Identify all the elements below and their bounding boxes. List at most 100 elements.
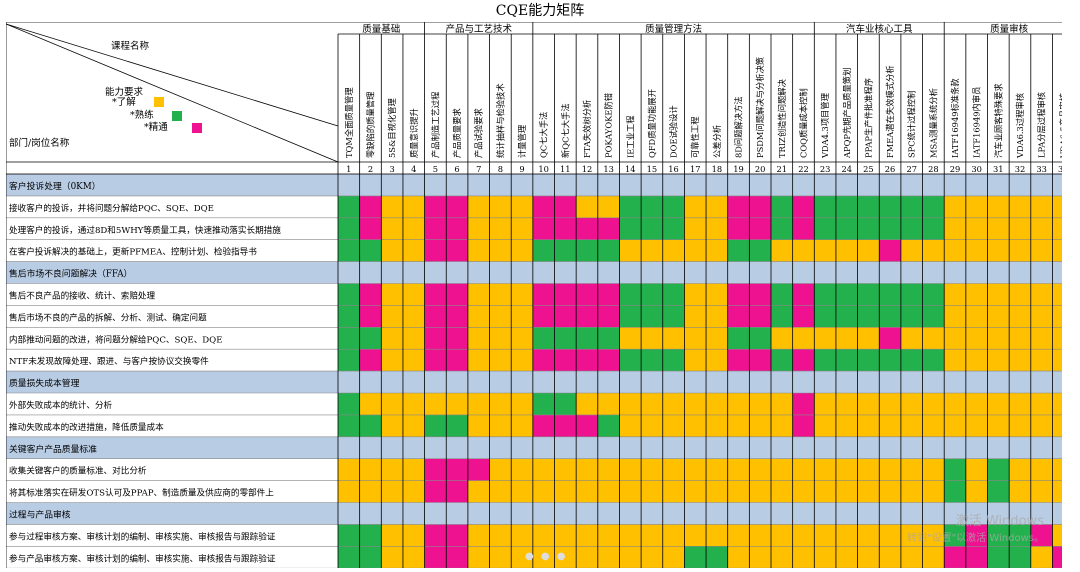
row-label: 参与产品审核方案、审核计划的编制、审核实施、审核报告与跟踪验证 <box>9 552 276 564</box>
matrix-cell <box>857 327 880 350</box>
matrix-cell <box>359 217 382 240</box>
matrix-cell <box>684 195 707 218</box>
matrix-cell <box>771 327 793 350</box>
matrix-cell <box>1030 546 1053 568</box>
matrix-cell <box>684 393 707 415</box>
matrix-cell <box>662 349 685 372</box>
matrix-cell <box>1030 217 1053 240</box>
matrix-cell <box>402 195 425 218</box>
course-name: 产品试验要求 <box>474 108 484 158</box>
matrix-cell <box>359 524 382 547</box>
course-name: 新QC七大手法 <box>560 103 570 158</box>
matrix-cell <box>900 217 923 240</box>
matrix-cell <box>1052 327 1062 350</box>
matrix-cell <box>359 283 382 306</box>
matrix-cell <box>857 414 880 437</box>
matrix-cell <box>965 217 988 240</box>
pager-dots[interactable]: ● ● ● <box>525 551 568 562</box>
column-number: 17 <box>690 164 701 174</box>
matrix-cell <box>576 480 598 503</box>
column-number: 4 <box>411 164 416 174</box>
category-header: 产品与工艺技术 <box>445 23 512 35</box>
matrix-cell <box>489 393 512 415</box>
matrix-cell <box>857 546 880 568</box>
matrix-cell <box>554 458 577 481</box>
matrix-cell <box>511 283 533 306</box>
matrix-cell <box>619 217 642 240</box>
matrix-cell <box>814 393 836 415</box>
course-name: MSA测量系统分析 <box>928 88 938 158</box>
matrix-cell <box>706 546 728 568</box>
matrix-cell <box>511 349 533 372</box>
matrix-cell <box>922 305 945 328</box>
matrix-cell <box>424 414 447 437</box>
matrix-cell <box>1030 283 1053 306</box>
row-label-cell <box>6 393 338 415</box>
matrix-cell <box>835 283 858 306</box>
matrix-cell <box>424 217 447 240</box>
matrix-cell <box>727 195 750 218</box>
course-name: 汽车业顾客特殊要求 <box>993 83 1003 158</box>
matrix-cell <box>749 239 771 262</box>
matrix-cell <box>706 349 728 372</box>
matrix-cell <box>359 327 382 350</box>
matrix-cell <box>814 546 836 568</box>
matrix-cell <box>338 327 360 350</box>
matrix-cell <box>446 524 468 547</box>
matrix-cell <box>597 546 620 568</box>
matrix-cell <box>987 349 1010 372</box>
matrix-cell <box>532 393 555 415</box>
matrix-cell <box>835 458 858 481</box>
course-name: VDA6.3过程审核 <box>1015 93 1025 159</box>
course-name: 统计抽样与检验技术 <box>495 83 505 158</box>
matrix-cell <box>1009 327 1031 350</box>
matrix-cell <box>402 283 425 306</box>
course-name: QFD质量功能展开 <box>647 89 657 158</box>
matrix-cell <box>489 458 512 481</box>
matrix-cell <box>879 458 901 481</box>
column-number: 16 <box>668 164 679 174</box>
matrix-cell <box>576 305 598 328</box>
matrix-cell <box>987 327 1010 350</box>
matrix-cell <box>511 524 533 547</box>
matrix-cell <box>424 349 447 372</box>
matrix-cell <box>424 305 447 328</box>
matrix-cell <box>576 217 598 240</box>
row-label: 售后市场不良的产品的拆解、分析、测试、确定问题 <box>9 311 207 323</box>
matrix-cell <box>727 327 750 350</box>
matrix-cell <box>1052 458 1062 481</box>
matrix-cell <box>402 480 425 503</box>
matrix-cell <box>987 393 1010 415</box>
matrix-cell <box>338 217 360 240</box>
matrix-cell <box>662 458 685 481</box>
matrix-cell <box>619 458 642 481</box>
matrix-cell <box>944 239 966 262</box>
matrix-cell <box>381 217 403 240</box>
matrix-cell <box>944 524 966 547</box>
matrix-cell <box>597 195 620 218</box>
watermark-line-2: 转到"设置"以激活 Windows。 <box>906 533 1044 544</box>
row-label-cell <box>6 458 338 481</box>
matrix-cell <box>532 305 555 328</box>
matrix-cell <box>511 195 533 218</box>
matrix-cell <box>857 305 880 328</box>
matrix-cell <box>641 217 663 240</box>
matrix-cell <box>597 217 620 240</box>
matrix-cell <box>1009 414 1031 437</box>
matrix-cell <box>749 393 771 415</box>
matrix-cell <box>359 195 382 218</box>
matrix-cell <box>879 393 901 415</box>
matrix-cell <box>619 546 642 568</box>
department-label: 部门/岗位名称 <box>9 137 70 149</box>
matrix-cell <box>727 305 750 328</box>
matrix-cell <box>597 393 620 415</box>
course-name: 计量管理 <box>517 124 527 158</box>
matrix-cell <box>792 239 815 262</box>
matrix-cell <box>814 349 836 372</box>
matrix-cell <box>489 349 512 372</box>
column-number: 31 <box>993 164 1004 174</box>
matrix-cell <box>554 305 577 328</box>
matrix-cell <box>381 327 403 350</box>
matrix-cell <box>749 305 771 328</box>
matrix-cell <box>662 283 685 306</box>
